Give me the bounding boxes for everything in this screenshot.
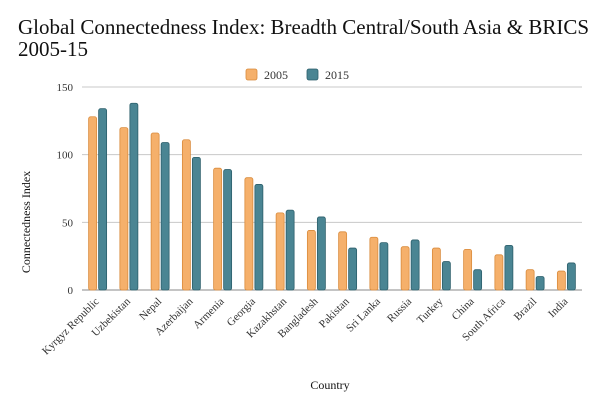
x-tick-label: Russia [385, 296, 414, 325]
bar-2005-8 [338, 231, 348, 291]
bar-2005-1 [119, 127, 129, 291]
chart-title-line-1: Global Connectedness Index: Breadth Cent… [18, 15, 589, 39]
bar-2015-6 [285, 209, 295, 291]
bar-2015-3 [191, 156, 201, 291]
legend: 2005 2015 [245, 68, 349, 82]
bar-2005-12 [463, 248, 473, 291]
bar-2015-12 [473, 269, 483, 291]
bar-2005-11 [431, 247, 441, 291]
bar-2015-11 [441, 261, 451, 291]
chart-title-line-2: 2005-15 [18, 37, 88, 61]
bar-2005-4 [213, 167, 223, 291]
x-axis-label: Country [310, 378, 349, 392]
x-tick-label: India [546, 296, 571, 321]
bar-2015-1 [129, 102, 139, 291]
legend-label-2005: 2005 [264, 68, 288, 82]
y-tick-label: 50 [62, 217, 74, 229]
bar-2015-0 [98, 108, 108, 291]
bar-2015-9 [379, 242, 389, 291]
bar-2015-5 [254, 184, 264, 291]
bar-2005-13 [494, 254, 504, 291]
x-tick-label: China [450, 296, 477, 323]
bar-2005-6 [275, 212, 285, 291]
bar-2005-10 [400, 246, 410, 291]
legend-swatch-2015 [306, 68, 319, 81]
x-tick-label: Sri Lanka [344, 296, 383, 335]
bar-2005-15 [556, 270, 566, 291]
bar-2015-2 [160, 142, 170, 291]
bar-2015-13 [504, 244, 514, 291]
bar-2015-15 [566, 262, 576, 291]
x-tick-label: Turkey [415, 295, 446, 326]
y-tick-label: 0 [68, 285, 74, 297]
bar-2015-7 [316, 216, 326, 291]
y-tick-label: 100 [57, 150, 74, 162]
bar-2015-8 [348, 247, 358, 291]
bar-2005-7 [306, 230, 316, 291]
x-tick-label: Armenia [191, 296, 227, 332]
legend-label-2015: 2015 [325, 68, 349, 82]
bar-2005-14 [525, 269, 535, 291]
bar-2005-0 [88, 116, 98, 291]
x-tick-label: Brazil [512, 296, 539, 323]
bars [88, 102, 576, 291]
bar-2015-10 [410, 239, 420, 291]
bar-2005-5 [244, 177, 254, 291]
y-axis-label: Connectedness Index [19, 171, 33, 273]
bar-2015-14 [535, 276, 545, 291]
y-tick-label: 150 [57, 82, 74, 94]
y-axis-ticks: 0 50 100 150 [57, 82, 74, 297]
bar-2005-9 [369, 236, 379, 291]
bar-2005-2 [150, 132, 160, 291]
bar-2005-3 [181, 139, 191, 291]
legend-swatch-2005 [245, 68, 258, 81]
bar-2015-4 [223, 169, 233, 291]
x-tick-label: Nepal [137, 296, 164, 323]
